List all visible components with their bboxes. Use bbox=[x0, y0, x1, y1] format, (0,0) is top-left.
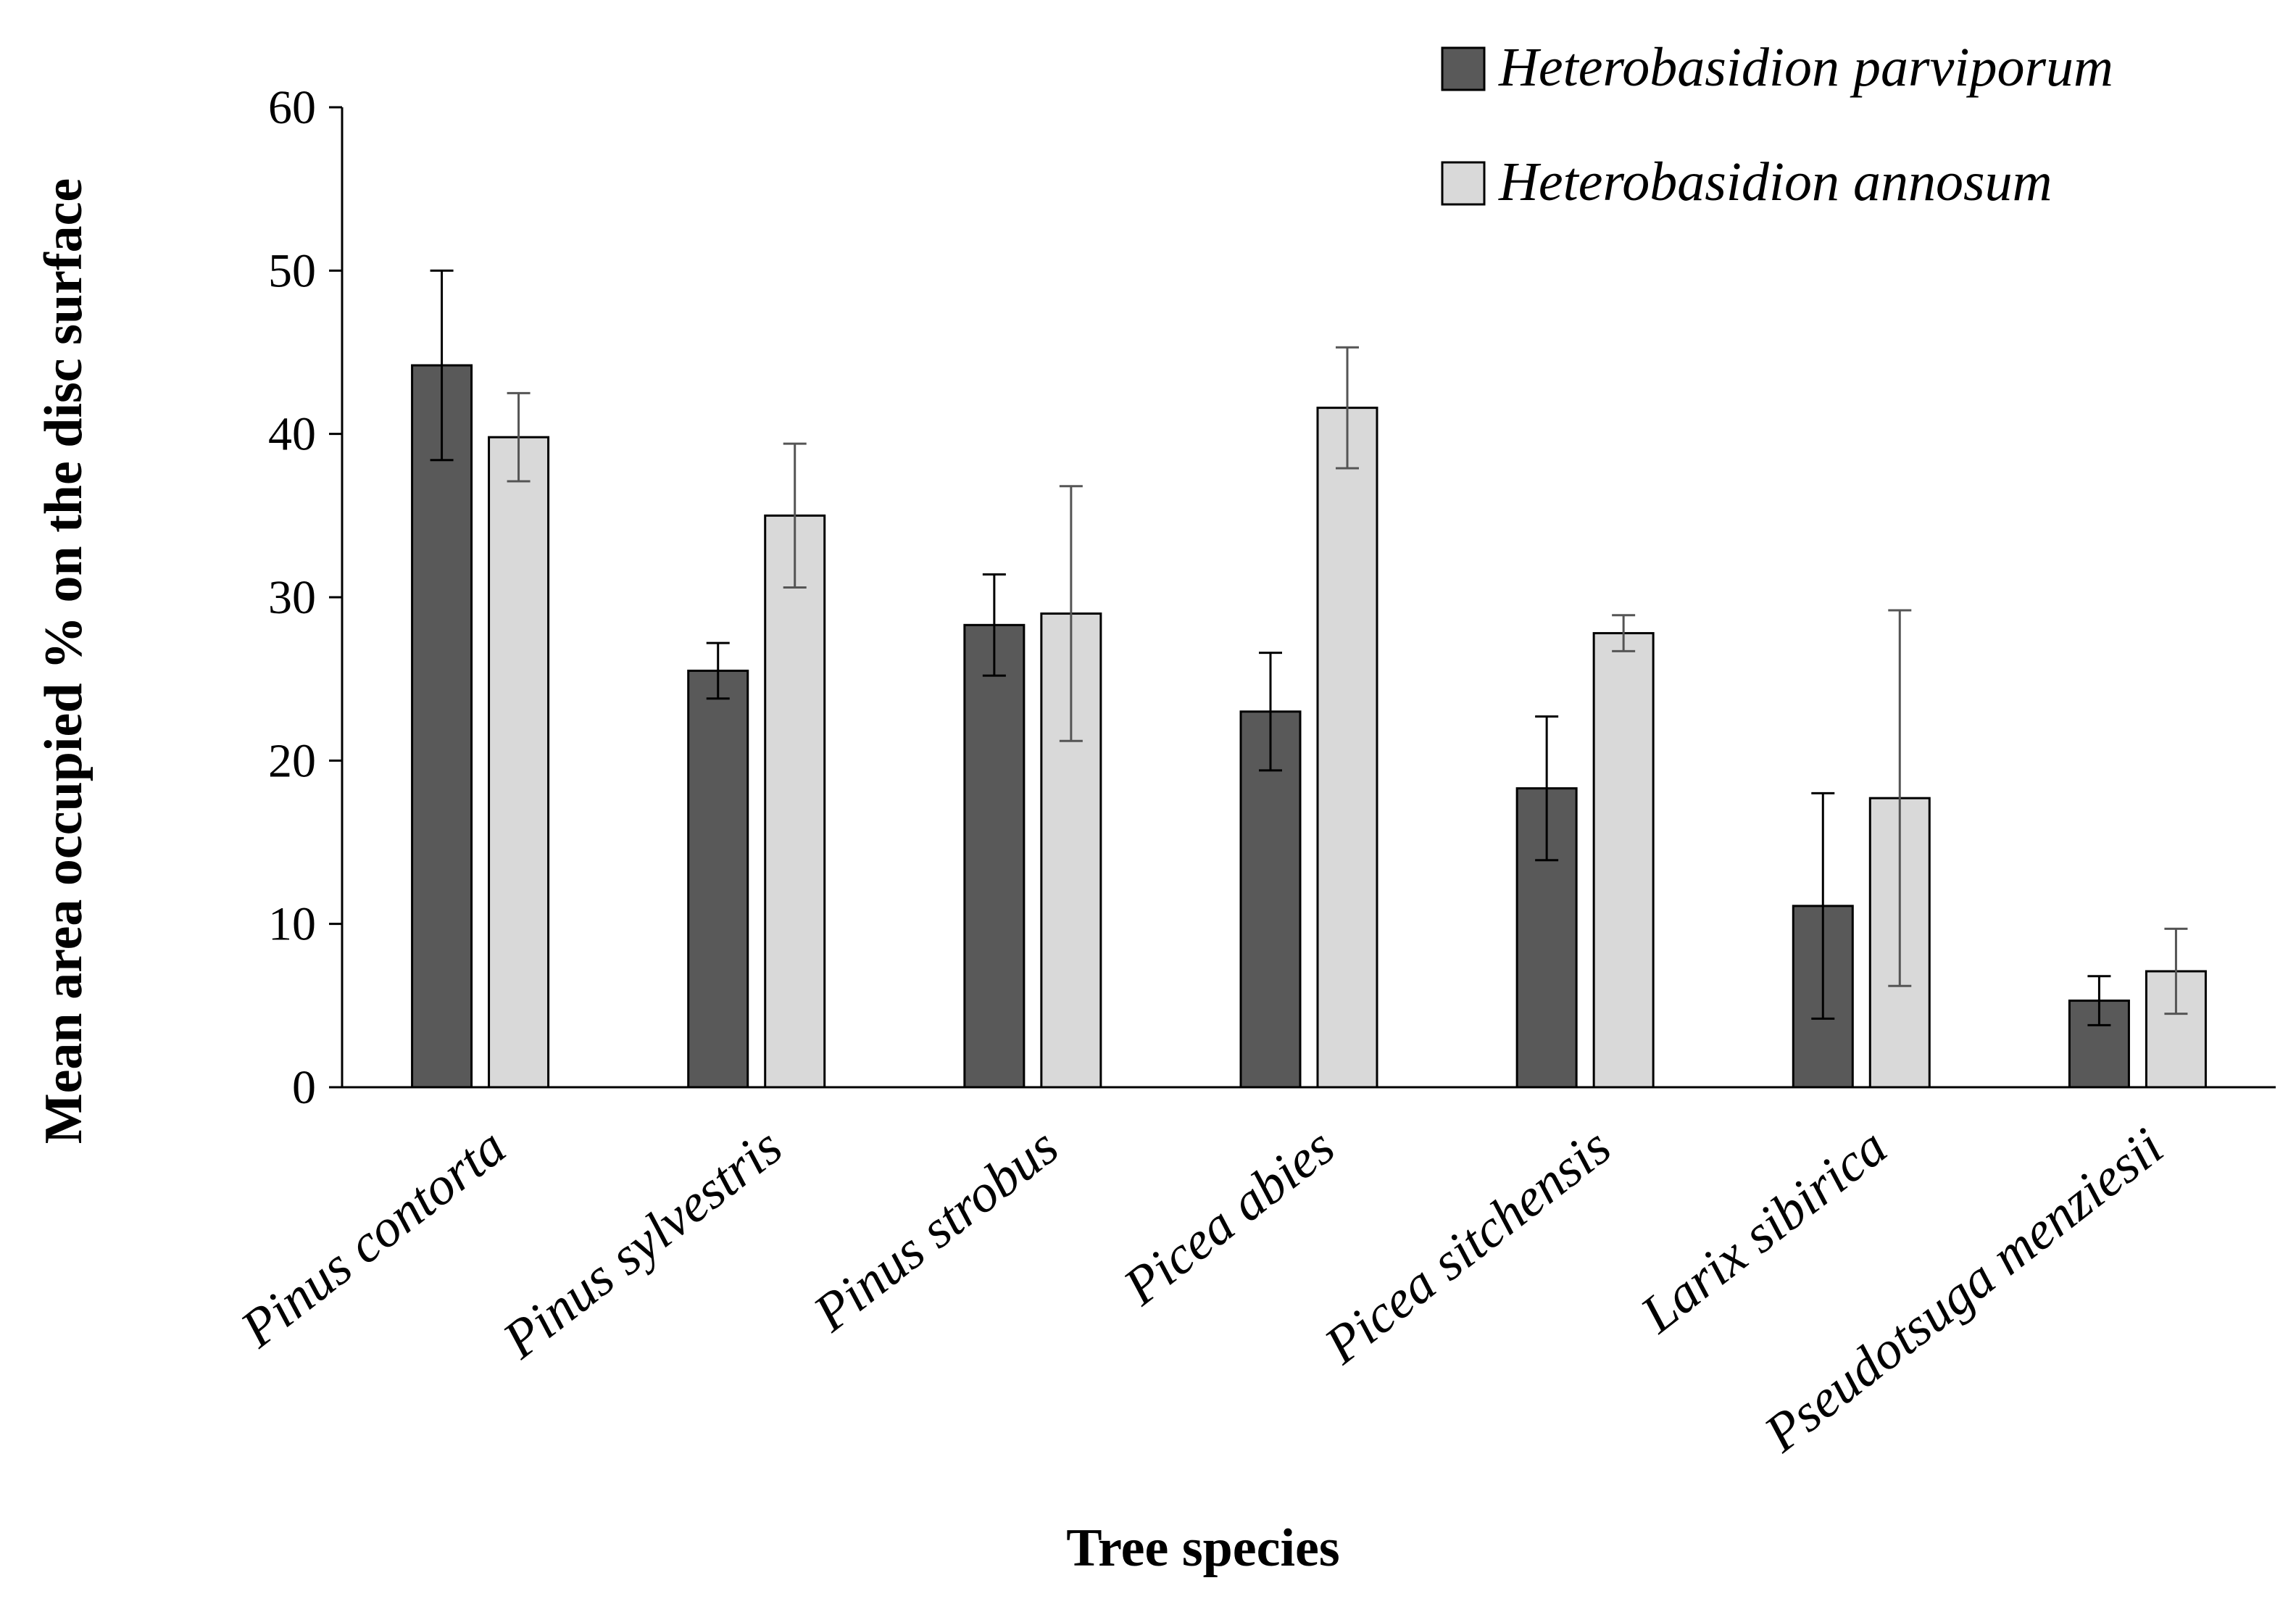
axes bbox=[329, 106, 2276, 1089]
bar-annosum bbox=[488, 436, 550, 1089]
bar-parviporum bbox=[1239, 710, 1302, 1089]
bar-parviporum bbox=[411, 364, 473, 1089]
x-category-label: Larix sibirica bbox=[1629, 1117, 1897, 1345]
y-tick-label: 60 bbox=[268, 81, 316, 134]
bar-annosum bbox=[1592, 632, 1655, 1089]
x-category-label: Pinus contorta bbox=[230, 1117, 517, 1360]
y-tick-label: 30 bbox=[268, 571, 316, 624]
y-axis-title: Mean area occupied % on the disc surface bbox=[34, 178, 93, 1144]
y-tick-label: 20 bbox=[268, 734, 316, 787]
x-axis-title: Tree species bbox=[1066, 1518, 1339, 1578]
bar-annosum bbox=[764, 514, 826, 1089]
x-category-label: Pinus strobus bbox=[802, 1117, 1069, 1344]
y-tick-label: 50 bbox=[268, 244, 316, 297]
bar-parviporum bbox=[687, 669, 749, 1089]
y-tick-label: 40 bbox=[268, 408, 316, 461]
bar-annosum bbox=[1316, 407, 1378, 1089]
legend-swatch bbox=[1441, 46, 1486, 91]
x-category-label: Picea abies bbox=[1112, 1117, 1346, 1318]
bar-parviporum bbox=[2068, 1000, 2130, 1089]
error-bars bbox=[430, 269, 2188, 1026]
x-category-label: Pinus sylvestris bbox=[491, 1117, 793, 1371]
legend: Heterobasidion parviporum Heterobasidion … bbox=[1441, 37, 2113, 212]
legend-swatch bbox=[1441, 161, 1486, 206]
y-tick-label: 0 bbox=[292, 1061, 316, 1114]
legend-label: Heterobasidion parviporum bbox=[1498, 37, 2113, 98]
bars bbox=[411, 364, 2207, 1089]
x-category-label: Picea sitchensis bbox=[1313, 1117, 1621, 1376]
legend-label: Heterobasidion annosum bbox=[1498, 151, 2052, 212]
y-tick-label: 10 bbox=[268, 898, 316, 951]
bar-parviporum bbox=[963, 623, 1026, 1089]
